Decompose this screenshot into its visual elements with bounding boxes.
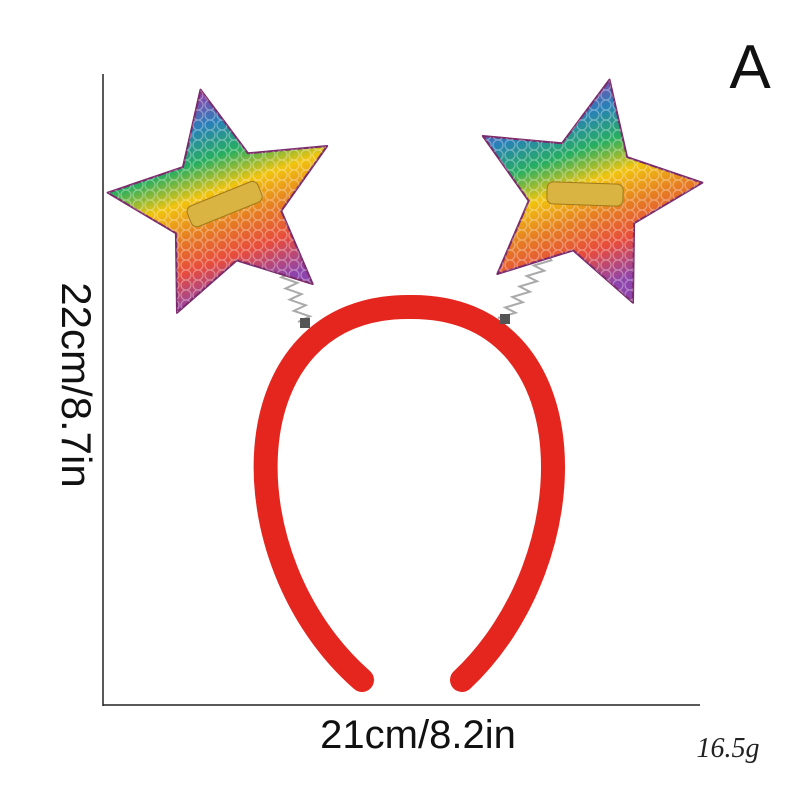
stars [106,78,704,314]
gold-plaque [546,181,624,207]
spring [497,254,553,319]
variant-label: A [729,33,771,102]
width-label: 21cm/8.2in [320,713,516,757]
gold-plaque [186,180,263,228]
spring-base [500,314,510,324]
weight-label: 16.5g [697,733,760,764]
spring-base [300,318,310,328]
headband [253,294,565,692]
height-label: 22cm/8.7in [53,282,100,487]
